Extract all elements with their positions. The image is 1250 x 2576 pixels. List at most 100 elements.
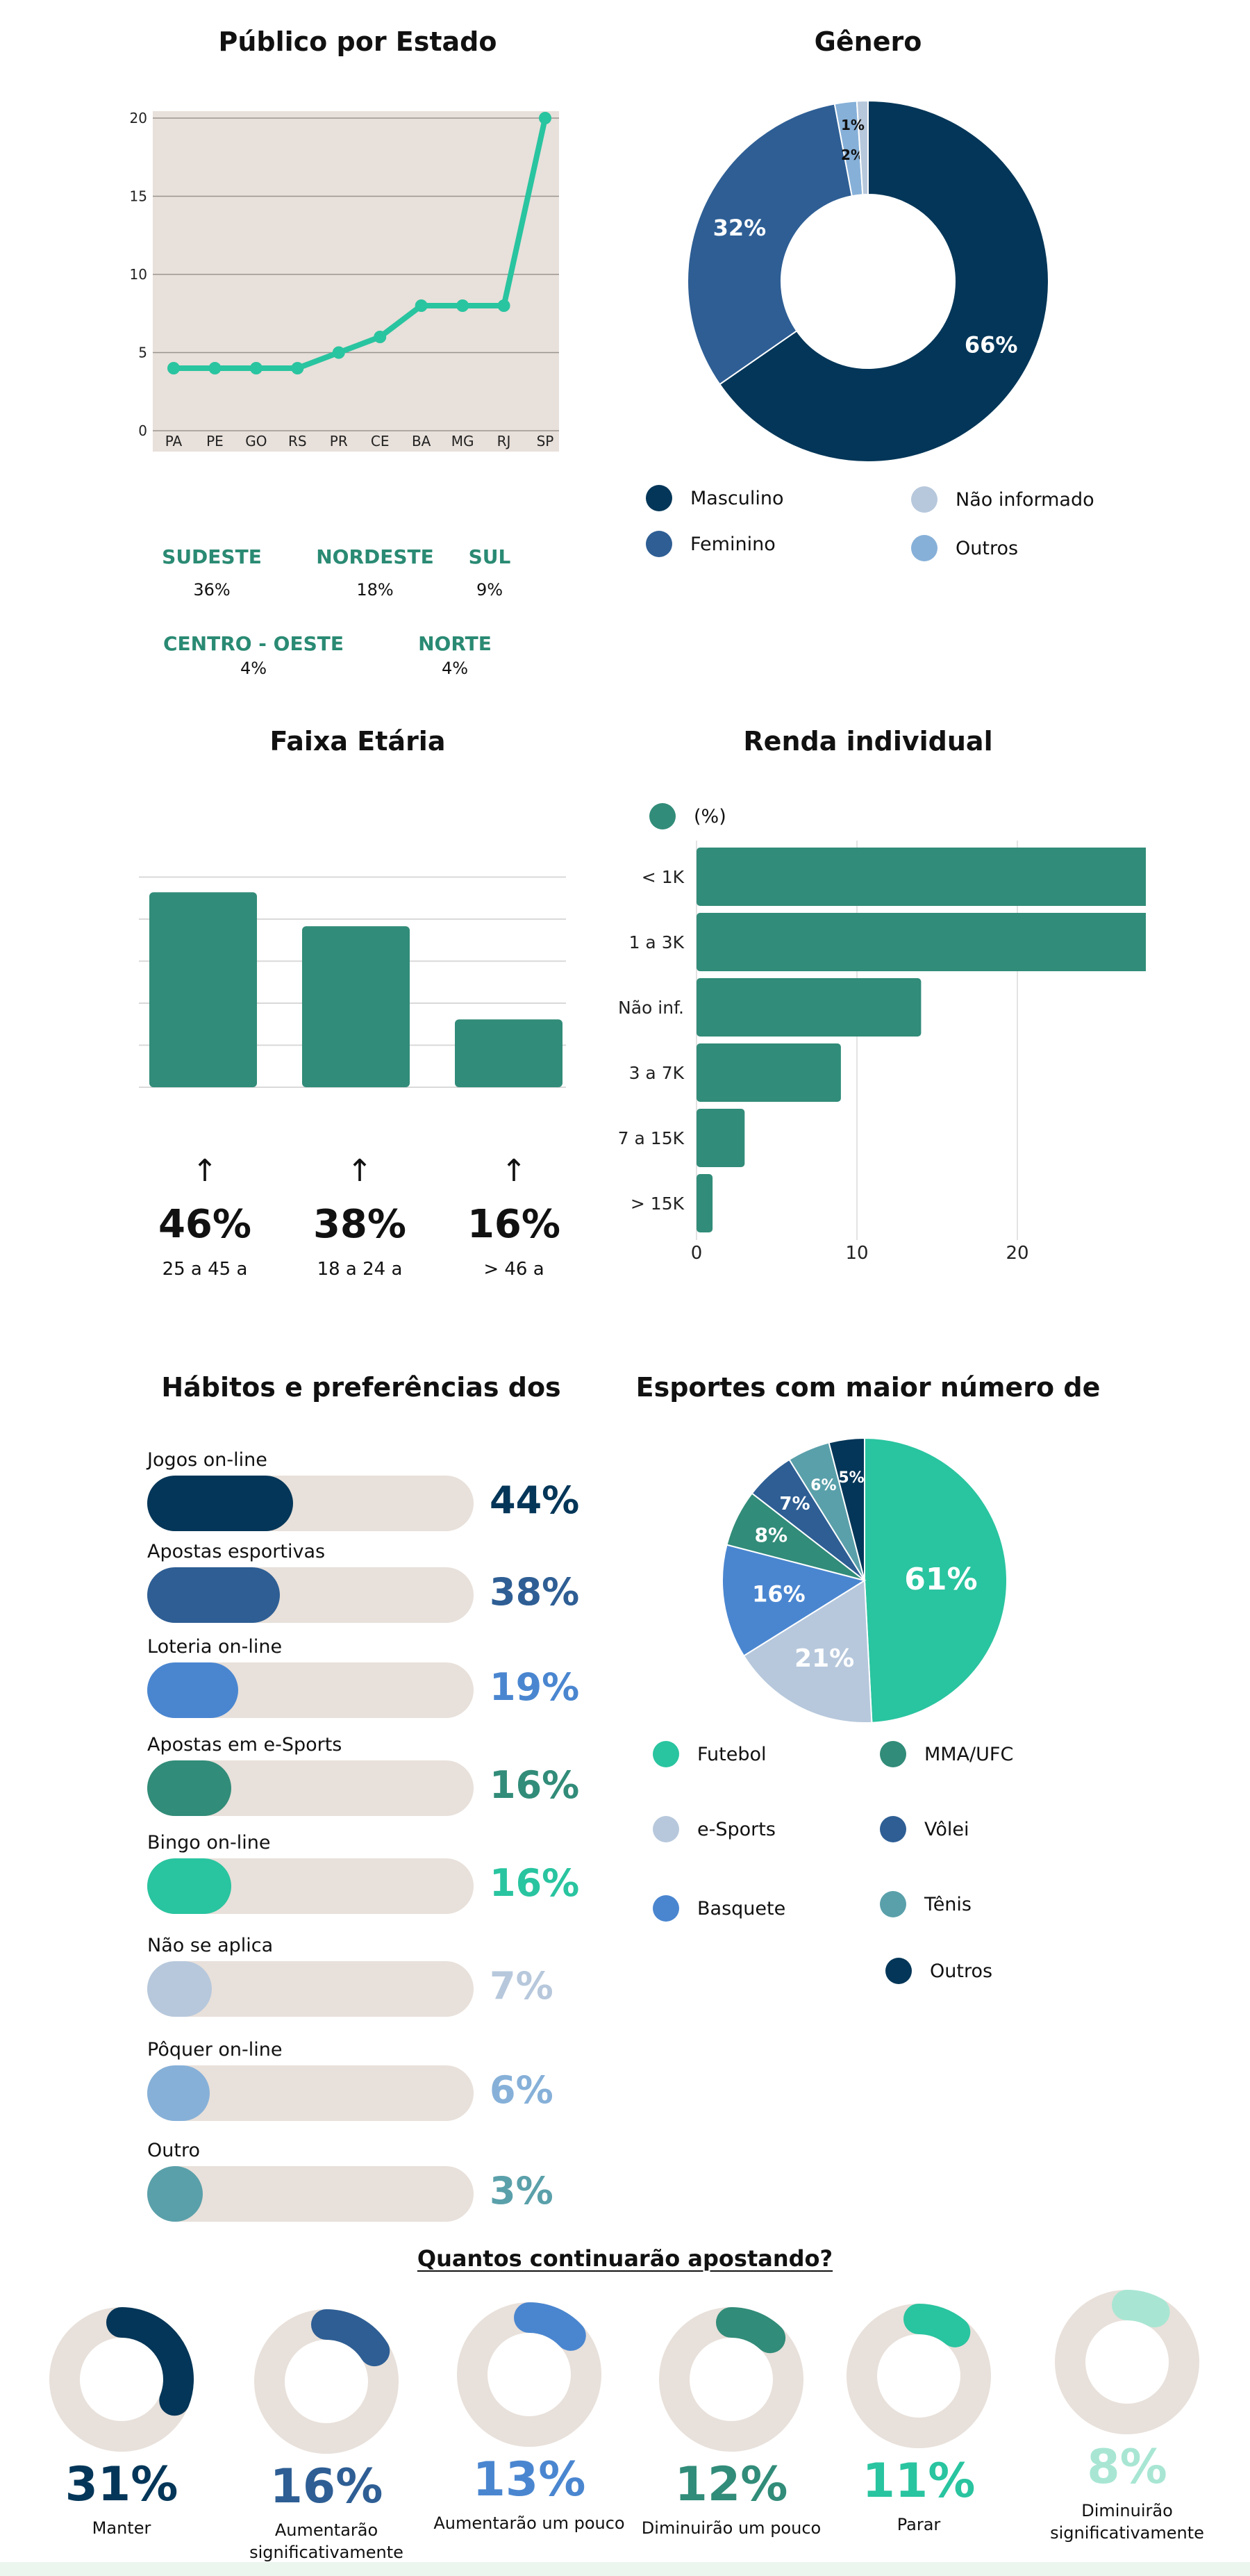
bar <box>697 913 1146 971</box>
habit-track <box>147 1961 474 2017</box>
y-category-label: 3 a 7K <box>629 1063 685 1083</box>
y-category-label: Não inf. <box>618 998 684 1018</box>
legend-dot <box>653 1816 679 1842</box>
legend-dot <box>911 486 938 513</box>
legend-dot <box>880 1741 906 1767</box>
renda-legend-label: (%) <box>694 805 726 827</box>
habit-fill <box>147 1476 293 1531</box>
bar <box>149 892 257 1087</box>
habit-percent: 16% <box>490 1763 580 1807</box>
legend-dot <box>653 1895 679 1922</box>
data-point <box>456 299 469 312</box>
habit-fill <box>147 1662 238 1718</box>
esportes-pie-chart: 61% 21% 16% 8% 7%6% 5% <box>722 1437 1007 1723</box>
continuarao-percent: 12% <box>674 2457 788 2512</box>
habit-percent: 3% <box>490 2169 553 2213</box>
y-category-label: 7 a 15K <box>618 1128 685 1148</box>
ring-fill <box>659 2307 803 2452</box>
data-point <box>415 299 428 312</box>
legend-item: Não informado <box>911 486 1094 513</box>
ring-fill <box>254 2309 399 2454</box>
x-tick-label: PA <box>165 433 183 449</box>
x-tick-label: CE <box>371 433 390 449</box>
habit-fill <box>147 1567 280 1623</box>
x-tick-label: GO <box>245 433 267 449</box>
legend-label: Tênis <box>924 1893 972 1915</box>
slice-label: 1% <box>841 117 865 133</box>
data-point <box>291 362 304 374</box>
habit-fill <box>147 2065 210 2121</box>
progress-ring <box>847 2304 991 2448</box>
ring-fill <box>49 2307 194 2452</box>
age-percent: 16% <box>467 1202 561 1247</box>
donut-slice <box>687 103 853 386</box>
continuarao-label: Diminuirão significativamente <box>1050 2501 1204 2543</box>
legend-dot <box>880 1891 906 1917</box>
x-tick-label: SP <box>537 433 554 449</box>
habit-fill <box>147 1858 232 1914</box>
continuarao-label: Manter <box>92 2518 151 2538</box>
age-label: > 46 a <box>483 1259 544 1280</box>
region-value: 18% <box>356 580 394 600</box>
habit-percent: 38% <box>490 1570 580 1614</box>
legend-item: Vôlei <box>880 1816 969 1842</box>
data-point <box>539 112 551 124</box>
habit-percent: 6% <box>490 2068 553 2112</box>
legend-label: MMA/UFC <box>924 1743 1014 1765</box>
legend-label: Basquete <box>697 1897 786 1919</box>
continuarao-percent: 31% <box>65 2457 178 2512</box>
data-point <box>332 346 345 359</box>
y-category-label: 1 a 3K <box>629 932 685 952</box>
region-name: NORDESTE <box>316 545 434 568</box>
bar <box>697 1174 713 1232</box>
legend-item: Outros <box>885 1958 992 1984</box>
data-point <box>249 362 262 374</box>
legend-label: Outros <box>956 537 1019 559</box>
habit-track <box>147 1662 474 1718</box>
region-name: SUDESTE <box>162 545 262 568</box>
bar <box>455 1019 562 1087</box>
estado-title: Público por Estado <box>218 26 497 57</box>
x-tick-label: PE <box>206 433 224 449</box>
slice-label: 21% <box>794 1644 854 1673</box>
region-name: CENTRO - OESTE <box>162 632 344 655</box>
slice-label: 6% <box>810 1477 836 1494</box>
region-value: 9% <box>476 580 503 600</box>
series-line <box>171 115 548 371</box>
habit-fill <box>147 1760 232 1816</box>
legend-item: MMA/UFC <box>880 1741 1013 1767</box>
habit-fill <box>147 2166 203 2222</box>
habit-percent: 19% <box>490 1665 580 1709</box>
habit-label: Pôquer on-line <box>147 2039 283 2061</box>
region-value: 4% <box>441 659 469 678</box>
slice-label: 5% <box>838 1469 864 1487</box>
x-tick-label: 10 <box>845 1243 868 1264</box>
progress-ring <box>49 2307 194 2452</box>
legend-item: Masculino <box>646 485 784 511</box>
y-tick-label: 0 <box>138 422 147 439</box>
habit-track <box>147 1567 474 1623</box>
x-tick-label: RJ <box>497 433 511 449</box>
footer-band <box>0 2562 1250 2576</box>
pie-slice <box>864 1437 1007 1723</box>
y-category-label: < 1K <box>642 867 685 887</box>
faixa-title: Faixa Etária <box>269 726 446 757</box>
legend-item: Outros <box>911 535 1018 561</box>
region-value: 4% <box>240 659 267 678</box>
age-label: 18 a 24 a <box>317 1259 403 1280</box>
progress-ring <box>659 2307 803 2452</box>
bar <box>697 978 922 1037</box>
region-value: 36% <box>193 580 231 600</box>
continuarao-label: Aumentarão um pouco <box>433 2513 625 2533</box>
renda-title: Renda individual <box>743 726 993 757</box>
progress-ring <box>457 2302 601 2447</box>
age-arrow: ↑ <box>347 1153 373 1189</box>
habit-track <box>147 1760 474 1816</box>
continuarao-percent: 8% <box>1087 2440 1167 2495</box>
age-arrow: ↑ <box>192 1153 218 1189</box>
legend-label: Feminino <box>690 533 776 555</box>
continuarao-title: Quantos continuarão apostando? <box>417 2245 833 2272</box>
y-category-label: > 15K <box>631 1194 685 1214</box>
renda-legend: (%) <box>649 803 726 829</box>
ring-fill <box>1055 2290 1199 2434</box>
